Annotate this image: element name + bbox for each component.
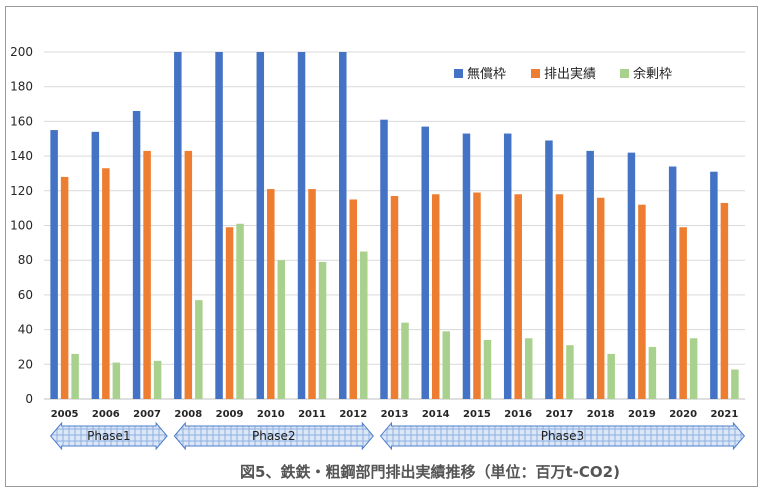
bar-surplus — [566, 345, 574, 399]
bar-free-allocation — [91, 131, 100, 399]
bar-emissions — [60, 176, 69, 399]
bar-surplus — [71, 353, 79, 399]
bar-free-allocation — [668, 166, 677, 399]
y-tick-label: 0 — [25, 392, 33, 406]
x-tick-label: 2005 — [51, 409, 79, 420]
y-tick-label: 40 — [18, 323, 33, 337]
x-tick-label: 2014 — [422, 409, 450, 420]
bar-free-allocation — [421, 126, 429, 399]
bar-free-allocation — [586, 150, 594, 399]
bar-surplus — [607, 353, 615, 399]
bar-surplus — [318, 261, 327, 399]
bar-emissions — [184, 150, 193, 399]
bar-free-allocation — [132, 110, 141, 400]
bar-emissions — [473, 192, 481, 399]
phase-arrow — [173, 421, 374, 451]
bar-emissions — [555, 194, 564, 399]
y-tick-label: 140 — [10, 149, 33, 163]
y-tick-label: 200 — [10, 45, 33, 59]
bar-emissions — [720, 202, 729, 399]
bar-surplus — [689, 338, 698, 399]
x-tick-label: 2006 — [92, 409, 120, 420]
legend-label: 無償枠 — [467, 67, 506, 82]
bar-emissions — [267, 189, 275, 399]
bar-surplus — [442, 331, 450, 399]
bar-free-allocation — [503, 133, 512, 400]
chart-caption: 図5、鉄鉄・粗鋼部門排出実績推移（単位：百万t-CO2) — [240, 463, 620, 481]
x-tick-label: 2021 — [710, 409, 738, 420]
phase-label: Phase2 — [252, 429, 295, 443]
phase-label: Phase3 — [541, 429, 584, 443]
bar-free-allocation — [215, 52, 223, 399]
bar-surplus — [648, 346, 657, 399]
bar-emissions — [102, 168, 110, 399]
y-tick-label: 100 — [10, 219, 33, 233]
legend-swatch — [531, 69, 540, 78]
legend-swatch — [620, 69, 629, 78]
x-tick-label: 2018 — [587, 409, 615, 420]
y-tick-label: 120 — [10, 184, 33, 198]
bar-emissions — [638, 204, 646, 399]
bar-free-allocation — [256, 52, 265, 399]
bar-surplus — [360, 251, 368, 399]
bar-emissions — [596, 197, 605, 399]
x-tick-label: 2011 — [298, 409, 326, 420]
phase-label: Phase1 — [87, 429, 130, 443]
x-tick-label: 2009 — [216, 409, 244, 420]
x-tick-label: 2015 — [463, 409, 491, 420]
x-tick-label: 2019 — [628, 409, 656, 420]
bar-emissions — [308, 189, 316, 399]
legend-swatch — [454, 69, 463, 78]
legend-label: 排出実績 — [544, 66, 596, 82]
x-tick-label: 2008 — [174, 409, 202, 420]
bar-free-allocation — [462, 133, 471, 400]
bar-emissions — [390, 196, 399, 399]
bar-surplus — [236, 223, 244, 399]
bar-emissions — [225, 227, 234, 399]
bar-surplus — [731, 369, 739, 399]
y-tick-label: 80 — [18, 253, 33, 267]
y-tick-label: 60 — [18, 288, 33, 302]
bar-surplus — [195, 300, 203, 399]
bar-emissions — [143, 150, 151, 399]
bar-free-allocation — [174, 52, 182, 399]
y-tick-label: 20 — [18, 357, 33, 371]
y-tick-label: 180 — [10, 80, 33, 94]
x-tick-label: 2012 — [339, 409, 367, 420]
bar-free-allocation — [627, 152, 636, 399]
bar-free-allocation — [710, 171, 718, 399]
x-tick-label: 2013 — [381, 409, 409, 420]
bar-surplus — [524, 338, 533, 399]
bar-free-allocation — [297, 52, 306, 399]
phase-arrow — [379, 421, 746, 451]
x-tick-label: 2016 — [504, 409, 532, 420]
phase-arrow — [49, 421, 168, 451]
bar-surplus — [483, 340, 492, 399]
bar-surplus — [112, 362, 121, 399]
y-tick-label: 160 — [10, 114, 33, 128]
legend-label: 余剰枠 — [633, 66, 672, 82]
x-tick-label: 2007 — [133, 409, 161, 420]
bar-free-allocation — [545, 140, 553, 400]
bar-emissions — [349, 199, 358, 399]
bar-emissions — [679, 227, 687, 399]
bar-surplus — [153, 360, 162, 399]
bar-free-allocation — [339, 52, 347, 399]
x-tick-label: 2020 — [669, 409, 697, 420]
bar-surplus — [401, 322, 409, 399]
x-tick-label: 2017 — [546, 409, 574, 420]
bar-free-allocation — [380, 119, 388, 399]
bar-surplus — [277, 260, 286, 399]
bar-emissions — [431, 194, 440, 399]
bar-free-allocation — [50, 130, 58, 399]
x-tick-label: 2010 — [257, 409, 285, 420]
bar-emissions — [514, 194, 522, 399]
